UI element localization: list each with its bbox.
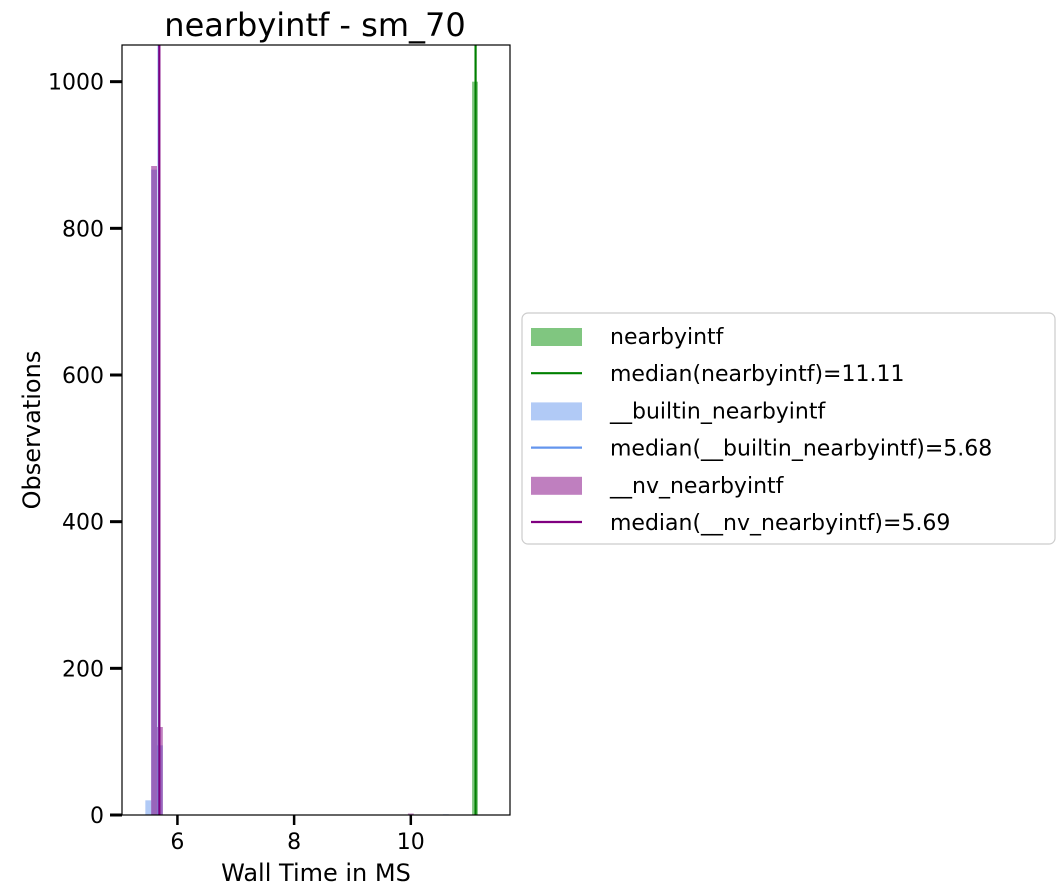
y-tick-label-5: 1000 xyxy=(48,71,104,96)
x-tick-label-1: 8 xyxy=(287,830,301,855)
plot-frame xyxy=(121,44,511,816)
histogram-bars xyxy=(145,81,478,816)
legend-label-2: __builtin_nearbyintf xyxy=(609,399,826,424)
y-tick-label-1: 200 xyxy=(62,657,104,682)
legend-label-1: median(nearbyintf)=11.11 xyxy=(610,362,904,387)
legend-label-4: __nv_nearbyintf xyxy=(609,474,785,499)
y-tick-label-4: 800 xyxy=(62,217,104,242)
x-tick-label-2: 10 xyxy=(397,830,425,855)
chart-title: nearbyintf - sm_70 xyxy=(164,6,465,44)
legend-label-3: median(__builtin_nearbyintf)=5.68 xyxy=(610,437,992,462)
median-lines xyxy=(157,45,477,815)
y-axis-ticks: 0 200 400 600 800 1000 xyxy=(48,71,122,829)
bar-series-2-bin-2 xyxy=(407,813,414,815)
bar-series-1-bin-0 xyxy=(145,800,152,815)
x-axis-ticks: 6 8 10 xyxy=(170,815,425,855)
legend-label-5: median(__nv_nearbyintf)=5.69 xyxy=(610,511,950,536)
legend-swatch-4 xyxy=(531,476,582,495)
legend-label-0: nearbyintf xyxy=(610,325,725,350)
legend-swatch-2 xyxy=(531,402,582,421)
bar-series-2-bin-0 xyxy=(151,166,157,815)
y-tick-label-3: 600 xyxy=(62,364,104,389)
legend-swatch-0 xyxy=(531,328,582,346)
x-axis-label: Wall Time in MS xyxy=(221,859,411,887)
legend-box xyxy=(521,312,1056,545)
y-axis-label: Observations xyxy=(18,351,46,510)
legend: nearbyintf median(nearbyintf)=11.11 __buil… xyxy=(521,312,1056,545)
x-tick-label-0: 6 xyxy=(170,830,184,855)
y-tick-label-0: 0 xyxy=(90,804,104,829)
y-tick-label-2: 400 xyxy=(62,511,104,536)
